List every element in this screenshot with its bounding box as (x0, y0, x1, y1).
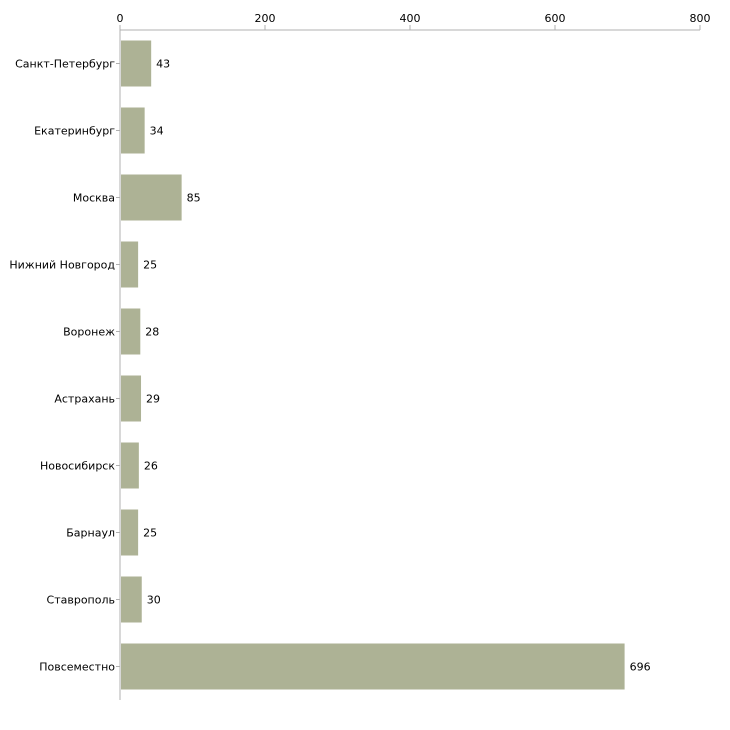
category-label: Новосибирск (40, 460, 115, 473)
bar (121, 308, 141, 355)
x-axis: 0 200 400 600 800 (117, 12, 711, 31)
data-label: 25 (143, 527, 157, 540)
x-tick-label: 600 (545, 12, 566, 25)
bars-group (121, 40, 625, 690)
x-tick-label: 0 (117, 12, 124, 25)
data-label: 85 (187, 192, 201, 205)
data-label: 25 (143, 259, 157, 272)
category-label: Барнаул (66, 527, 115, 540)
bar (121, 174, 182, 221)
bar (121, 107, 145, 154)
data-label: 29 (146, 393, 160, 406)
bar (121, 576, 142, 623)
bar (121, 375, 142, 422)
bar (121, 241, 139, 288)
data-label: 34 (150, 125, 164, 138)
category-label: Нижний Новгород (9, 259, 115, 272)
x-tick-label: 400 (400, 12, 421, 25)
bar (121, 643, 625, 690)
x-tick-label: 200 (255, 12, 276, 25)
bar (121, 509, 139, 556)
category-label: Повсеместно (39, 661, 115, 674)
data-label: 43 (156, 58, 170, 71)
category-label: Ставрополь (47, 594, 115, 607)
y-axis (116, 30, 121, 700)
category-label: Санкт-Петербург (15, 58, 115, 71)
category-label: Москва (73, 192, 115, 205)
x-tick-label: 800 (690, 12, 711, 25)
data-label: 696 (630, 661, 651, 674)
bar (121, 40, 152, 87)
data-label: 26 (144, 460, 158, 473)
labels-group: Санкт-Петербург 43 Екатеринбург 34 Москва 85 Н… (9, 58, 650, 674)
category-label: Воронеж (63, 326, 115, 339)
data-label: 28 (145, 326, 159, 339)
category-label: Екатеринбург (34, 125, 115, 138)
bar (121, 442, 139, 489)
data-label: 30 (147, 594, 161, 607)
category-label: Астрахань (54, 393, 115, 406)
